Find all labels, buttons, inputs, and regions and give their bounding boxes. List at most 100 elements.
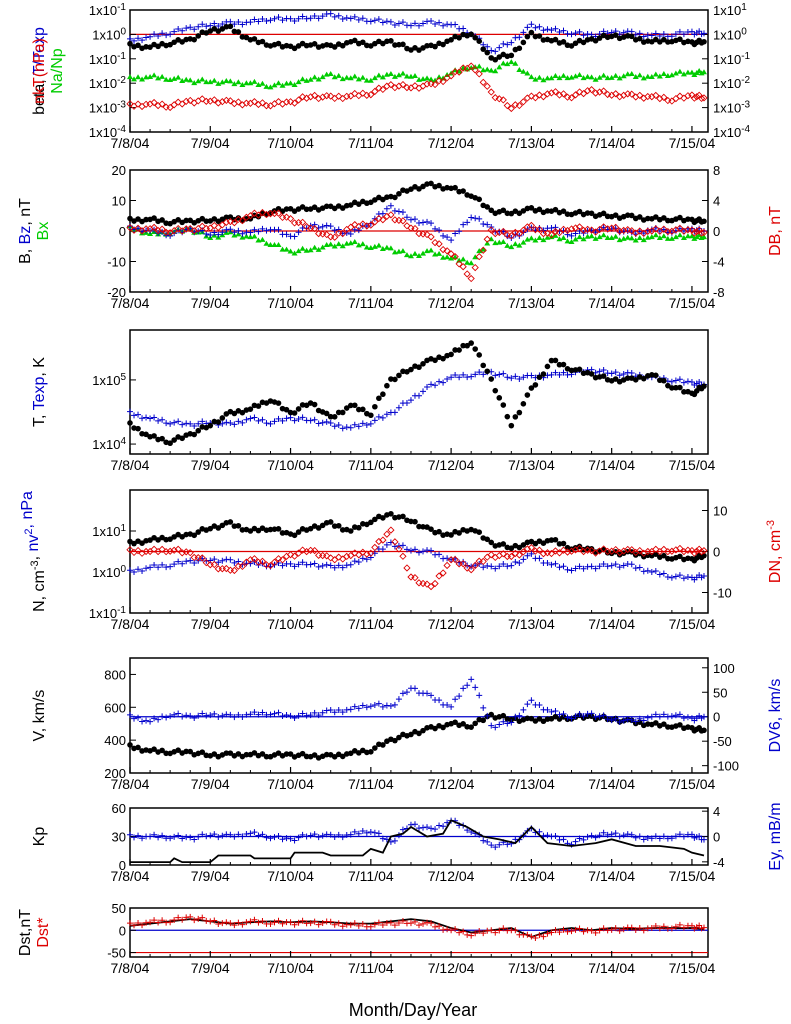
data-point [392, 42, 398, 48]
data-point [640, 836, 647, 843]
data-point [480, 371, 487, 378]
data-point [472, 215, 479, 222]
data-point [571, 91, 580, 99]
data-point [339, 709, 346, 716]
data-point [632, 377, 639, 383]
data-point [210, 221, 218, 230]
y2-tick-label: 4 [713, 194, 720, 209]
data-point [179, 713, 186, 720]
data-point [452, 371, 459, 378]
data-point [440, 75, 447, 81]
data-point [199, 749, 206, 755]
data-point [500, 60, 507, 66]
data-point [636, 35, 643, 42]
data-point [552, 832, 559, 839]
data-point [668, 72, 675, 78]
y-axis-label: N, cm-3, nv2, nPa [19, 491, 48, 612]
data-point [652, 232, 659, 238]
data-point [564, 714, 571, 721]
data-point [436, 528, 442, 535]
data-point [150, 545, 158, 553]
data-point [278, 100, 287, 108]
y2-tick-label: 0 [713, 710, 720, 725]
y2-tick-label: 1x10-3 [713, 100, 751, 116]
x-tick-label: 7/11/04 [348, 868, 394, 884]
data-point [528, 74, 535, 80]
data-point [191, 715, 198, 722]
y2-tick-label: 4 [713, 804, 720, 819]
data-point [211, 77, 218, 83]
data-point [411, 20, 418, 27]
series-black-dot [127, 340, 707, 447]
data-point [339, 753, 346, 760]
data-point [287, 80, 294, 86]
data-point [432, 21, 439, 28]
data-point [372, 403, 378, 410]
data-point [420, 183, 426, 190]
data-point [648, 713, 655, 720]
data-point [476, 927, 483, 934]
data-point [307, 417, 314, 424]
data-point [219, 415, 226, 421]
data-point [302, 547, 311, 556]
data-point [644, 567, 651, 574]
data-point [247, 406, 254, 412]
data-point [488, 927, 495, 934]
data-point [660, 923, 667, 930]
data-point [688, 69, 695, 75]
data-point [432, 225, 439, 232]
x-tick-label: 7/9/04 [191, 868, 230, 884]
data-point [367, 77, 374, 83]
data-point [347, 921, 354, 928]
data-point [187, 834, 194, 841]
data-point [471, 66, 479, 74]
data-point [584, 73, 591, 79]
data-point [512, 414, 519, 420]
data-point [468, 724, 474, 730]
y-axis-label: V, km/s [31, 690, 48, 742]
data-point [219, 229, 226, 236]
data-point [319, 551, 327, 560]
y-axis-label: T, Texp, K [31, 357, 48, 427]
data-point [584, 833, 591, 840]
data-point [697, 94, 706, 103]
data-point [520, 706, 527, 713]
data-point [279, 713, 286, 720]
data-point [455, 68, 463, 76]
data-point [572, 30, 579, 37]
data-point [215, 23, 222, 30]
data-point [484, 712, 491, 719]
data-point [327, 554, 335, 562]
data-point [223, 214, 230, 221]
data-point [600, 925, 607, 932]
data-point [291, 563, 298, 570]
data-point [608, 74, 615, 80]
data-point [231, 410, 238, 417]
data-point [299, 710, 306, 717]
data-point [628, 561, 635, 568]
data-point [528, 697, 535, 704]
data-point [387, 202, 394, 209]
x-tick-label: 7/9/04 [191, 295, 230, 311]
data-point [544, 208, 551, 214]
data-point [556, 361, 563, 368]
data-point [175, 418, 182, 425]
data-point [432, 357, 438, 364]
data-point [612, 72, 619, 78]
data-point [516, 712, 523, 719]
x-tick-label: 7/13/04 [508, 776, 555, 792]
data-point [175, 832, 182, 839]
data-point [640, 568, 647, 575]
data-point [576, 835, 583, 842]
x-tick-label: 7/15/04 [669, 868, 716, 884]
data-point [139, 718, 146, 725]
data-point [652, 30, 659, 37]
data-point [580, 236, 587, 242]
data-point [171, 916, 178, 923]
data-point [580, 836, 587, 843]
data-point [476, 196, 483, 203]
data-point [448, 37, 454, 43]
data-point [214, 99, 222, 107]
data-point [339, 230, 346, 237]
data-point [560, 926, 567, 933]
